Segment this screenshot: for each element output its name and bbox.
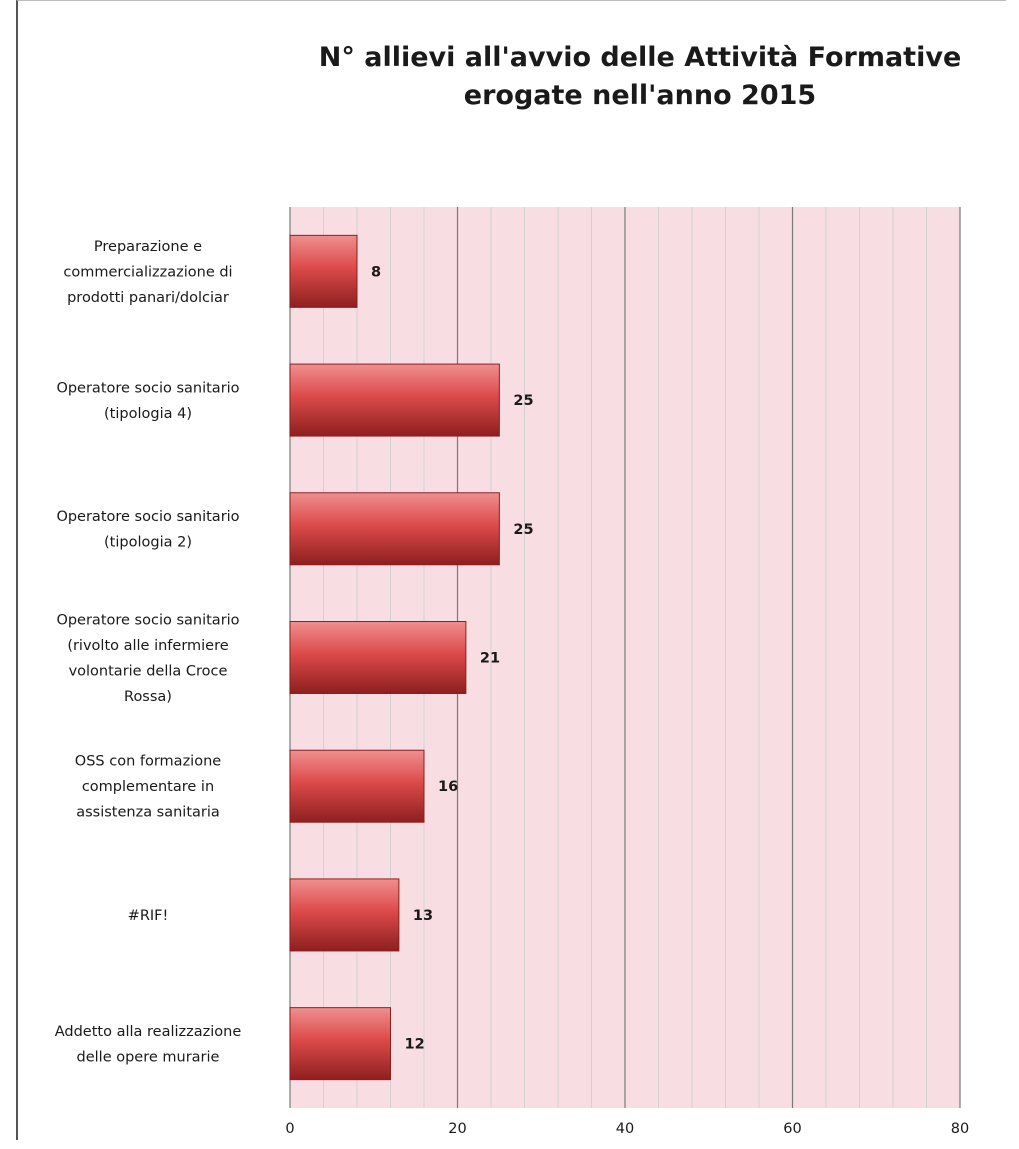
category-label-4: Operatore socio sanitario (rivolto alle i… — [56, 612, 239, 705]
data-label-6: 13 — [413, 908, 433, 924]
data-label-1: 8 — [371, 264, 381, 280]
category-labels: Preparazione e commercializzazione di prod… — [55, 239, 242, 1066]
data-labels: 8 25 25 21 16 13 12 — [371, 264, 534, 1052]
bar-7 — [289, 1007, 391, 1081]
bar-3 — [289, 492, 500, 566]
bar-5 — [289, 749, 425, 823]
data-label-2: 25 — [513, 393, 533, 409]
x-tick-label-80: 80 — [951, 1121, 969, 1137]
category-label-5: OSS con formazione complementare in assist… — [75, 754, 221, 821]
chart-title-line-1: N° allievi all'avvio delle Attività Form… — [319, 42, 962, 73]
data-label-5: 16 — [438, 779, 458, 795]
category-label-6: #RIF! — [128, 908, 169, 924]
data-label-3: 25 — [513, 522, 533, 538]
chart-frame — [16, 0, 1006, 1140]
x-axis-tick-labels: 0 20 40 60 80 — [285, 1121, 969, 1137]
category-label-7: Addetto alla realizzazione delle opere mu… — [55, 1024, 242, 1066]
bar-2 — [289, 363, 500, 437]
category-label-1: Preparazione e commercializzazione di prod… — [63, 239, 232, 306]
data-label-7: 12 — [405, 1037, 425, 1053]
bar-1 — [289, 234, 358, 308]
data-label-4: 21 — [480, 651, 500, 667]
x-tick-label-0: 0 — [285, 1121, 294, 1137]
x-tick-label-60: 60 — [783, 1121, 801, 1137]
bar-4 — [289, 621, 467, 694]
x-tick-label-40: 40 — [616, 1121, 634, 1137]
bars — [289, 234, 500, 1081]
bar-6 — [289, 878, 400, 952]
x-tick-label-20: 20 — [448, 1121, 466, 1137]
category-label-3: Operatore socio sanitario (tipologia 2) — [56, 509, 239, 551]
chart-title-line-2: erogate nell'anno 2015 — [464, 80, 816, 111]
category-label-2: Operatore socio sanitario (tipologia 4) — [56, 380, 239, 422]
